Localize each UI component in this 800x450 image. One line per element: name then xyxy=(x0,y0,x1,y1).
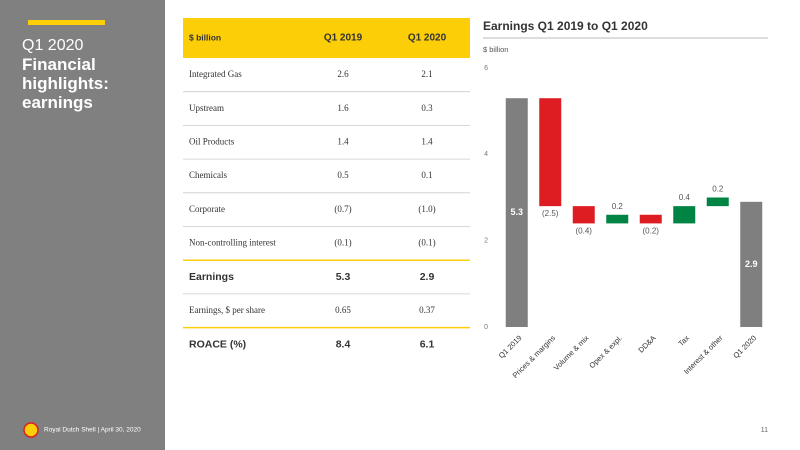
table-cell: Corporate xyxy=(189,204,225,214)
table-cell: 0.65 xyxy=(335,305,351,315)
page-number: 11 xyxy=(761,427,768,434)
table-cell: Upstream xyxy=(189,103,224,113)
table-cell: 1.4 xyxy=(421,136,433,146)
table-cell: 2.1 xyxy=(421,69,432,79)
value-label: (0.2) xyxy=(643,227,660,236)
table-cell: 0.5 xyxy=(337,170,349,180)
value-label: 0.2 xyxy=(712,185,724,194)
kicker: Q1 2020 xyxy=(22,37,83,54)
table-cell: Oil Products xyxy=(189,136,235,146)
bar xyxy=(539,98,562,207)
table-cell: Non-controlling interest xyxy=(189,238,276,248)
table-cell: (0.1) xyxy=(418,238,435,248)
table-cell: 2.6 xyxy=(337,69,349,79)
y-tick-label: 2 xyxy=(484,238,488,245)
y-tick-label: 6 xyxy=(484,65,488,72)
table-cell: 0.37 xyxy=(419,305,435,315)
value-label: 2.9 xyxy=(745,259,758,269)
chart-title: Earnings Q1 2019 to Q1 2020 xyxy=(483,19,648,33)
table-cell: 6.1 xyxy=(420,338,435,350)
table-cell: 0.3 xyxy=(421,103,433,113)
y-axis-label: $ billion xyxy=(483,45,508,54)
sidebar xyxy=(0,0,165,450)
sidebar-title: Financial highlights: earnings xyxy=(22,55,109,112)
table-cell: ROACE (%) xyxy=(189,338,246,350)
header-cell: Q1 2019 xyxy=(324,33,363,44)
value-label: (2.5) xyxy=(542,209,559,218)
logo xyxy=(23,422,39,438)
footer-text: Royal Dutch Shell | April 30, 2020 xyxy=(44,427,141,434)
y-tick-label: 4 xyxy=(484,151,488,158)
bar xyxy=(740,201,763,327)
bar xyxy=(673,206,696,224)
table-cell: Chemicals xyxy=(189,170,227,180)
value-label: 5.3 xyxy=(510,207,523,217)
table-cell: Earnings xyxy=(189,271,234,283)
table-header xyxy=(183,18,470,58)
header-cell: Q1 2020 xyxy=(408,33,447,44)
accent-bar xyxy=(28,20,105,25)
header-cell: $ billion xyxy=(189,32,221,42)
table-cell: (0.1) xyxy=(334,238,351,248)
bar xyxy=(706,197,729,207)
table-cell: 2.9 xyxy=(420,271,435,283)
bar xyxy=(505,98,528,327)
value-label: (0.4) xyxy=(576,227,593,236)
table-cell: (0.7) xyxy=(334,204,351,214)
bar xyxy=(572,206,595,224)
bar xyxy=(606,214,629,224)
table-cell: 8.4 xyxy=(336,338,351,350)
table-cell: Earnings, $ per share xyxy=(189,305,265,315)
table-cell: 5.3 xyxy=(336,271,351,283)
table-cell: 0.1 xyxy=(421,170,432,180)
table-cell: 1.6 xyxy=(337,103,349,113)
y-tick-label: 0 xyxy=(484,324,488,331)
table-cell: (1.0) xyxy=(418,204,435,214)
bar xyxy=(639,214,662,224)
table-cell: Integrated Gas xyxy=(189,69,242,79)
value-label: 0.4 xyxy=(679,193,691,202)
table-cell: 1.4 xyxy=(337,136,349,146)
value-label: 0.2 xyxy=(612,202,624,211)
